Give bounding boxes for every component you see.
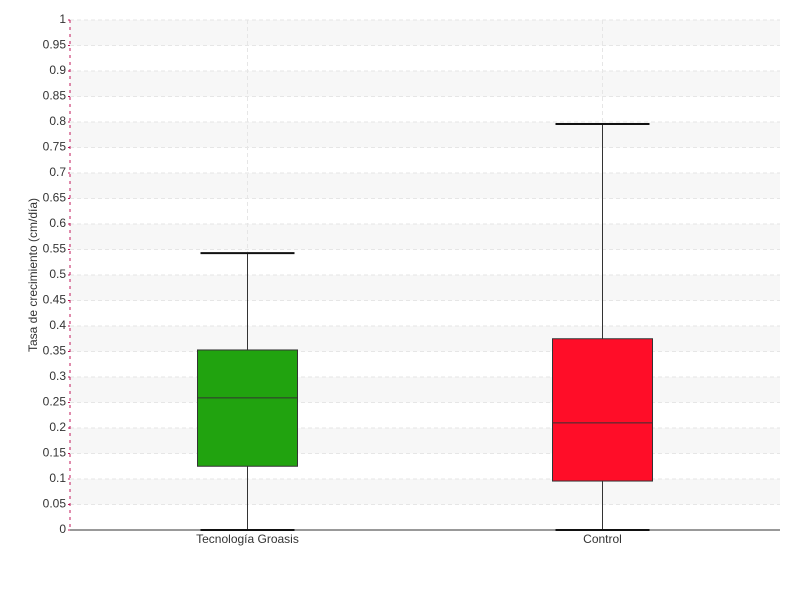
y-tick-label: 0.9 xyxy=(49,63,66,77)
y-tick-label: 0.15 xyxy=(43,446,67,460)
y-tick-label: 0.8 xyxy=(49,114,66,128)
y-tick-label: 0 xyxy=(59,522,66,536)
y-tick-label: 0.1 xyxy=(49,471,66,485)
y-tick-label: 0.35 xyxy=(43,344,67,358)
y-tick-label: 0.05 xyxy=(43,497,67,511)
grid-band xyxy=(70,275,780,301)
y-tick-label: 0.25 xyxy=(43,395,67,409)
y-tick-label: 0.6 xyxy=(49,216,66,230)
y-tick-label: 0.55 xyxy=(43,242,67,256)
y-tick-label: 1 xyxy=(59,12,66,26)
grid-band xyxy=(70,20,780,46)
grid-band xyxy=(70,71,780,97)
grid-band xyxy=(70,428,780,454)
grid-band xyxy=(70,377,780,403)
y-tick-label: 0.95 xyxy=(43,38,67,52)
y-tick-label: 0.45 xyxy=(43,293,67,307)
box xyxy=(552,338,653,482)
grid-band xyxy=(70,122,780,148)
grid-band xyxy=(70,479,780,505)
grid-band xyxy=(70,224,780,250)
y-tick-label: 0.4 xyxy=(49,318,66,332)
box xyxy=(197,349,298,467)
x-tick-label: Tecnología Groasis xyxy=(196,532,299,546)
grid-band xyxy=(70,173,780,199)
y-tick-label: 0.3 xyxy=(49,369,66,383)
grid-band xyxy=(70,326,780,352)
x-tick-label: Control xyxy=(583,532,622,546)
y-tick-label: 0.65 xyxy=(43,191,67,205)
y-tick-label: 0.85 xyxy=(43,89,67,103)
y-tick-label: 0.5 xyxy=(49,267,66,281)
y-tick-label: 0.75 xyxy=(43,140,67,154)
y-tick-label: 0.2 xyxy=(49,420,66,434)
y-axis-label: Tasa de crecimiento (cm/día) xyxy=(26,198,40,352)
y-tick-label: 0.7 xyxy=(49,165,66,179)
